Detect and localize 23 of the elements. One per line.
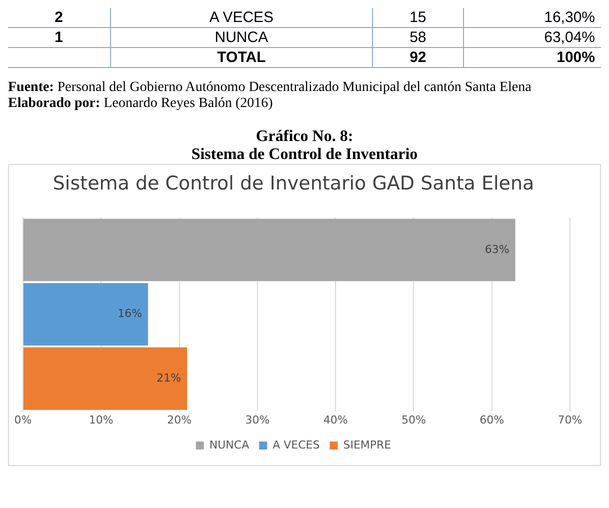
x-tick-label: 30% — [245, 413, 270, 426]
legend-label: SIEMPRE — [343, 438, 392, 452]
legend-label: NUNCA — [209, 438, 250, 452]
data-label: 21% — [156, 371, 182, 384]
x-tick-label: 50% — [401, 413, 426, 426]
x-tick-label: 20% — [167, 413, 192, 426]
bar — [24, 347, 188, 410]
x-tick-label: 40% — [323, 413, 348, 426]
source-note: Fuente: Personal del Gobierno Autónomo Descentralizado Municipal del cantón Santa Elena — [8, 80, 532, 96]
legend-label: A VECES — [272, 438, 320, 452]
text: Sistema de Control de Inventario — [190, 146, 419, 164]
x-tick-label: 60% — [480, 413, 504, 426]
text: Elaborado por: Leonardo Reyes Balón (2016) — [8, 96, 274, 112]
bar — [24, 218, 516, 282]
x-tick-label: 0% — [14, 413, 32, 426]
bar — [24, 283, 148, 346]
table-grid: 2 A VECES 15 16,30% 1 NUNCA 58 63,04% TOTAL 92 100% — [8, 8, 601, 68]
text: Gráfico No. 8: — [254, 128, 354, 146]
x-tick-label: 10% — [88, 413, 114, 426]
x-tick-label: 70% — [558, 413, 582, 426]
chart-title: Sistema de Control de Inventario GAD Santa Elena — [52, 172, 534, 194]
data-label: 16% — [118, 307, 142, 320]
data-label: 63% — [484, 242, 510, 256]
